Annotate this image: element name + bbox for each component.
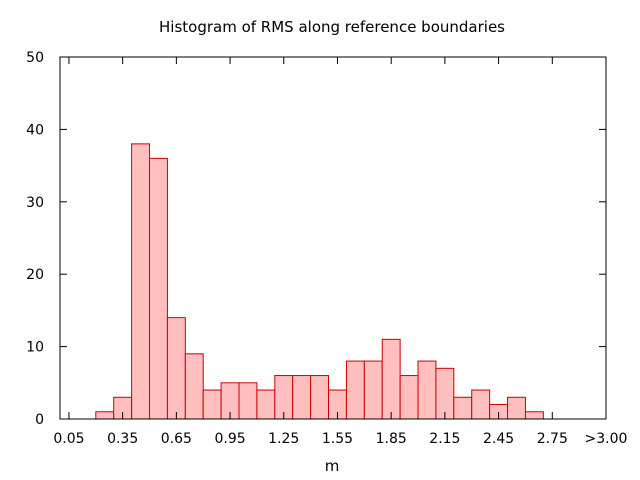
- y-tick-label: 40: [26, 122, 44, 138]
- histogram-bar: [238, 382, 258, 420]
- y-tick-label: 20: [26, 267, 44, 283]
- histogram-bar: [166, 317, 186, 420]
- x-tick-label: 0.05: [53, 431, 84, 447]
- x-tick-label: 0.95: [214, 431, 245, 447]
- histogram-bar: [202, 389, 222, 420]
- histogram-bar: [131, 143, 151, 420]
- chart-title: Histogram of RMS along reference boundar…: [159, 18, 505, 36]
- histogram-bar: [345, 360, 365, 420]
- histogram-bar: [435, 367, 455, 420]
- x-tick-label: 0.65: [161, 431, 192, 447]
- x-tick-label: 1.55: [322, 431, 353, 447]
- histogram-bar: [292, 375, 312, 420]
- x-tick-label: 1.85: [376, 431, 407, 447]
- histogram-bar: [417, 360, 437, 420]
- histogram-bar: [256, 389, 276, 420]
- histogram-bar: [363, 360, 383, 420]
- histogram-bar: [524, 411, 544, 420]
- x-tick-label: 1.25: [268, 431, 299, 447]
- histogram-bar: [399, 375, 419, 420]
- x-tick-label: 2.15: [429, 431, 460, 447]
- x-tick-label: 2.45: [483, 431, 514, 447]
- y-tick-label: 10: [26, 340, 44, 356]
- histogram-bar: [310, 375, 330, 420]
- y-tick-label: 0: [35, 412, 44, 428]
- bars-group: [95, 143, 544, 420]
- histogram-bar: [453, 396, 473, 420]
- y-tick-label: 50: [26, 50, 44, 66]
- plot-frame: [59, 56, 607, 420]
- x-axis-label: m: [325, 457, 340, 475]
- histogram-bar: [95, 411, 115, 420]
- histogram-bar: [184, 353, 204, 420]
- x-tick-label: 0.35: [107, 431, 138, 447]
- x-tick-label: >3.00: [585, 431, 628, 447]
- histogram-bar: [381, 338, 401, 420]
- histogram-bar: [471, 389, 491, 420]
- x-tick-label: 2.75: [537, 431, 568, 447]
- histogram-bar: [149, 157, 168, 420]
- ticks-group: 0 10 20 30 40 50 0.05 0.35 0.65 0.95 1.25 1.55 1.85 2…: [26, 50, 627, 447]
- y-tick-label: 30: [26, 195, 44, 211]
- histogram-bar: [507, 396, 526, 420]
